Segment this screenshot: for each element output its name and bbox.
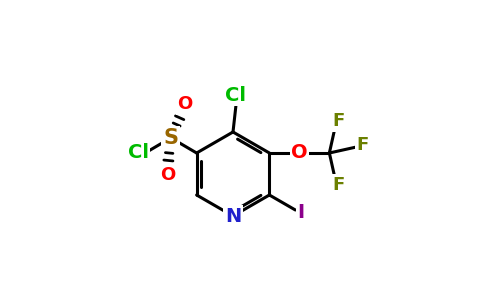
Text: O: O xyxy=(291,143,308,163)
Text: I: I xyxy=(297,203,304,222)
Text: F: F xyxy=(332,176,345,194)
Text: N: N xyxy=(225,206,241,226)
Text: Cl: Cl xyxy=(128,143,149,163)
Text: F: F xyxy=(357,136,369,154)
Text: Cl: Cl xyxy=(226,86,246,105)
Text: S: S xyxy=(163,128,178,148)
Text: O: O xyxy=(160,167,175,184)
Text: F: F xyxy=(332,112,345,130)
Text: O: O xyxy=(178,95,193,113)
